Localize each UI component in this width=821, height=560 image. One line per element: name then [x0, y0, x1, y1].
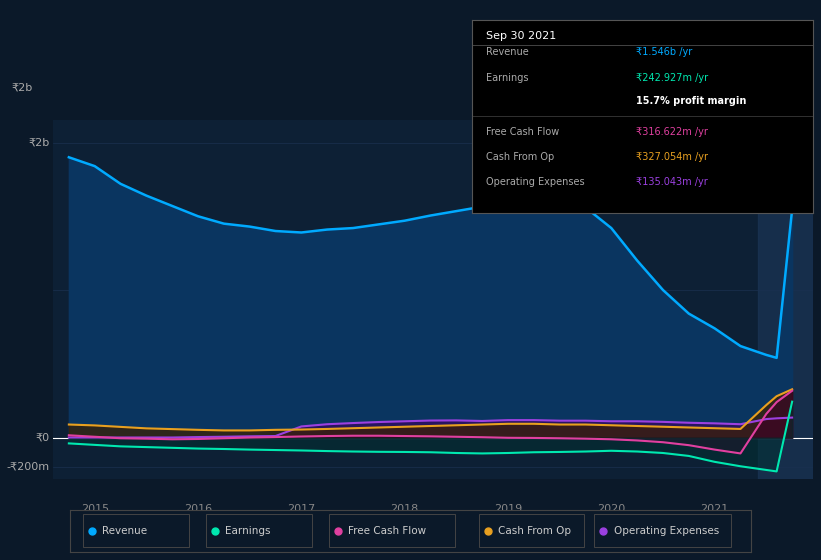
- Text: ₹316.622m /yr: ₹316.622m /yr: [635, 127, 708, 137]
- Text: Operating Expenses: Operating Expenses: [486, 177, 585, 187]
- Text: ₹2b: ₹2b: [11, 82, 33, 92]
- Text: 2016: 2016: [184, 504, 212, 514]
- Text: 2021: 2021: [700, 504, 729, 514]
- Text: Cash From Op: Cash From Op: [498, 526, 571, 535]
- Text: Free Cash Flow: Free Cash Flow: [486, 127, 559, 137]
- Text: Free Cash Flow: Free Cash Flow: [348, 526, 426, 535]
- Text: ₹242.927m /yr: ₹242.927m /yr: [635, 73, 708, 82]
- Text: ₹135.043m /yr: ₹135.043m /yr: [635, 177, 708, 187]
- Text: ₹1.546b /yr: ₹1.546b /yr: [635, 48, 692, 58]
- Text: Revenue: Revenue: [103, 526, 148, 535]
- Bar: [758, 120, 813, 479]
- Text: 15.7% profit margin: 15.7% profit margin: [635, 96, 746, 106]
- Text: 2020: 2020: [597, 504, 626, 514]
- Text: -₹200m: -₹200m: [7, 462, 49, 472]
- Text: ₹2b: ₹2b: [28, 138, 49, 147]
- Text: Sep 30 2021: Sep 30 2021: [486, 31, 556, 41]
- Text: Cash From Op: Cash From Op: [486, 152, 554, 162]
- Text: 2015: 2015: [80, 504, 108, 514]
- Text: 2019: 2019: [494, 504, 522, 514]
- Text: Operating Expenses: Operating Expenses: [613, 526, 719, 535]
- Text: ₹327.054m /yr: ₹327.054m /yr: [635, 152, 708, 162]
- Text: Earnings: Earnings: [225, 526, 271, 535]
- Text: 2017: 2017: [287, 504, 315, 514]
- Text: Earnings: Earnings: [486, 73, 528, 82]
- Text: 2018: 2018: [391, 504, 419, 514]
- Text: Revenue: Revenue: [486, 48, 529, 58]
- Text: ₹0: ₹0: [35, 432, 49, 442]
